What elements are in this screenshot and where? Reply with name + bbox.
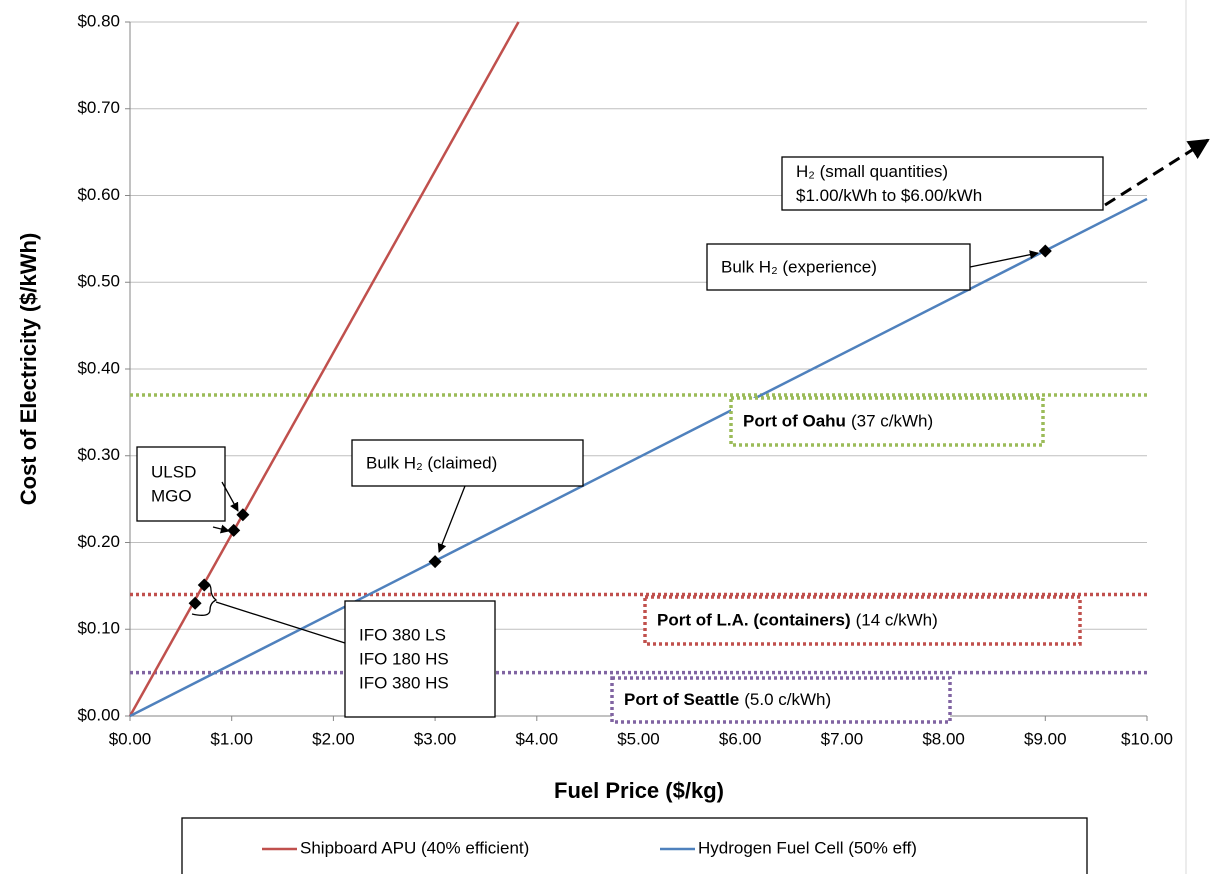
series-line <box>129 197 1148 718</box>
label-bold: Port of L.A. (containers) <box>657 611 851 630</box>
x-tick-label: $4.00 <box>516 729 559 748</box>
arrow <box>1104 138 1210 207</box>
y-tick-label: $0.30 <box>77 445 120 464</box>
data-marker <box>1038 244 1052 258</box>
legend-box <box>181 817 1088 874</box>
x-tick-label: $10.00 <box>1121 729 1173 748</box>
data-marker <box>236 508 250 522</box>
annotation-box <box>344 600 496 718</box>
brace <box>191 579 218 616</box>
label-box <box>643 595 1082 646</box>
y-tick-label: $0.50 <box>77 272 120 291</box>
connector <box>215 601 346 644</box>
arrow <box>437 485 466 553</box>
arrow <box>221 481 239 512</box>
y-tick-label: $0.70 <box>77 98 120 117</box>
label-text: (5.0 c/kWh) <box>744 690 831 709</box>
annotation-text: Bulk H₂ (experience) <box>721 257 877 276</box>
x-tick-label: $7.00 <box>821 729 864 748</box>
label-box <box>729 396 1045 447</box>
arrow <box>969 250 1039 268</box>
x-tick-label: $8.00 <box>922 729 965 748</box>
annotation-text: $1.00/kWh to $6.00/kWh <box>796 186 982 205</box>
x-tick-label: $1.00 <box>210 729 253 748</box>
label-box <box>610 676 952 724</box>
x-axis-title: Fuel Price ($/kg) <box>554 778 724 803</box>
reference-label: Port of Oahu (37 c/kWh) <box>743 412 933 431</box>
annotation-box <box>781 156 1104 211</box>
annotation-text: IFO 380 LS <box>359 625 446 644</box>
y-tick-label: $0.00 <box>77 705 120 724</box>
x-tick-label: $3.00 <box>414 729 457 748</box>
reference-label: Port of Seattle (5.0 c/kWh) <box>624 690 831 709</box>
data-marker <box>227 523 241 537</box>
y-axis-title: Cost of Electricity ($/kWh) <box>16 233 41 506</box>
label-bold: Port of Seattle <box>624 690 739 709</box>
legend-label: Shipboard APU (40% efficient) <box>300 838 529 857</box>
y-tick-label: $0.10 <box>77 619 120 638</box>
annotation-box <box>706 243 971 291</box>
reference-label: Port of L.A. (containers) (14 c/kWh) <box>657 611 938 630</box>
annotation-text: IFO 180 HS <box>359 649 449 668</box>
x-tick-label: $0.00 <box>109 729 152 748</box>
data-marker <box>188 596 202 610</box>
annotation-box <box>136 446 226 522</box>
annotation-arrows <box>191 138 1210 644</box>
label-bold: Port of Oahu <box>743 412 846 431</box>
x-tick-label: $6.00 <box>719 729 762 748</box>
annotation-text: Bulk H₂ (claimed) <box>366 453 497 472</box>
y-tick-label: $0.80 <box>77 11 120 30</box>
label-text: (14 c/kWh) <box>856 611 938 630</box>
x-tick-label: $5.00 <box>617 729 660 748</box>
x-tick-label: $9.00 <box>1024 729 1067 748</box>
plot: $0.00 $0.10 $0.20 $0.30 $0.40 $0.50 $0.60 $0.70… <box>77 11 1173 748</box>
y-tick-label: $0.40 <box>77 358 120 377</box>
x-tick-label: $2.00 <box>312 729 355 748</box>
data-marker <box>428 555 442 569</box>
arrow <box>212 524 230 534</box>
y-tick-label: $0.60 <box>77 185 120 204</box>
annotation-text: H₂ (small quantities) <box>796 162 948 181</box>
legend-label: Hydrogen Fuel Cell (50% eff) <box>698 838 917 857</box>
label-text: (37 c/kWh) <box>851 412 933 431</box>
y-tick-label: $0.20 <box>77 532 120 551</box>
annotation-text: IFO 380 HS <box>359 673 449 692</box>
annotation-text: MGO <box>151 486 192 505</box>
annotation-box <box>351 439 584 487</box>
annotation-text: ULSD <box>151 462 196 481</box>
